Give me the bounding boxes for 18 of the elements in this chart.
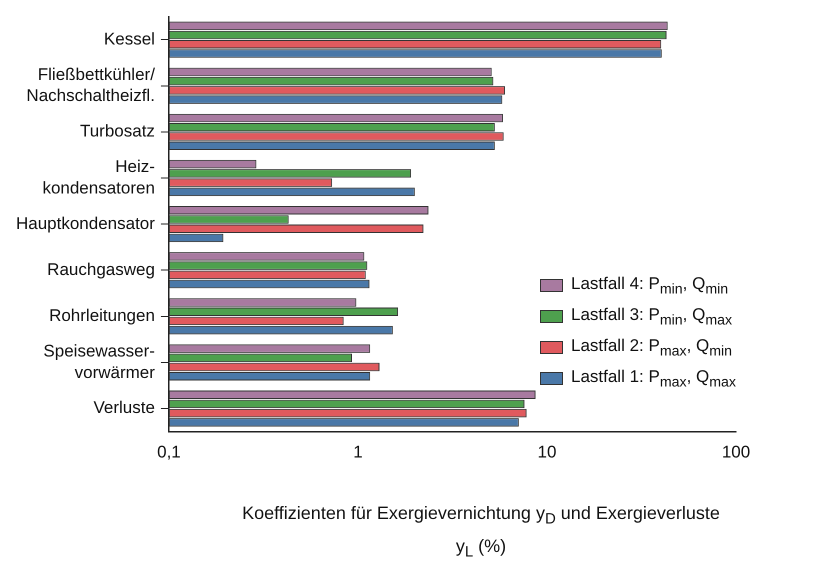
x-tick-label: 1 — [353, 442, 363, 462]
y-tick-label: Hauptkondensator — [16, 214, 156, 233]
y-tick-label: Heiz- kondensatoren — [42, 157, 155, 198]
x-tick-label: 0,1 — [157, 442, 181, 462]
y-tick-label: Verluste — [93, 398, 155, 418]
y-tick-label: Rohrleitungen — [49, 306, 155, 326]
y-tick-label: Fließbettkühler/ Nachschaltheizfl. — [26, 64, 156, 106]
legend-label: Lastfall 2: P$_{max}$, Q$_{min}$ — [571, 336, 732, 360]
y-tick-label: Speisewasser- vorwärmer — [43, 342, 156, 382]
text: Koeffizienten für Exergievernichtung y$_{D}$ und Exergieverluste y$_{L}$ (%) — [242, 503, 720, 560]
y-tick-label: Kessel — [104, 29, 155, 48]
legend-label: Lastfall 3: P$_{min}$, Q$_{max}$ — [571, 304, 732, 328]
x-tick-label: 10 — [538, 442, 556, 462]
legend-label: Lastfall 4: P$_{min}$, Q$_{min}$ — [571, 274, 728, 298]
y-tick-label: Rauchgasweg — [47, 260, 155, 279]
legend-label: Lastfall 1: P$_{max}$, Q$_{max}$ — [571, 366, 736, 390]
x-tick-label: 100 — [722, 442, 750, 462]
y-tick-label: Turbosatz — [80, 122, 155, 141]
